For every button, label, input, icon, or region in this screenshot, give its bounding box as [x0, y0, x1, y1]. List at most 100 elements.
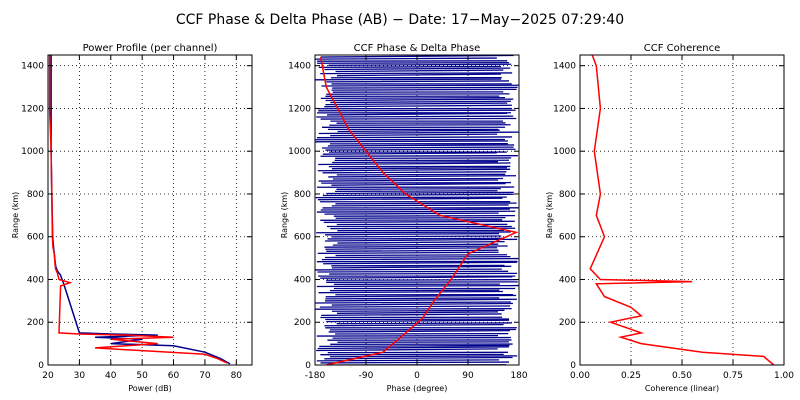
series-line	[316, 115, 514, 118]
y-tick-label: 1000	[288, 147, 311, 157]
series-line	[336, 187, 501, 190]
series-line	[328, 329, 510, 333]
series-line	[318, 65, 501, 69]
series-line	[322, 152, 497, 155]
x-tick-label: 0.50	[672, 371, 692, 381]
series-line	[325, 294, 517, 298]
series-line	[325, 148, 516, 151]
series-line	[326, 191, 514, 195]
series-line	[317, 270, 509, 273]
y-tick-label: 800	[27, 190, 44, 200]
x-tick-label: 20	[42, 371, 54, 381]
series-line	[336, 311, 498, 314]
series-line	[335, 254, 508, 257]
series-line	[324, 238, 518, 242]
series-line	[321, 84, 519, 87]
series-line	[320, 361, 509, 364]
axes-frame	[579, 54, 785, 366]
y-tick-label: 400	[27, 275, 44, 285]
y-tick-label: 1200	[553, 104, 576, 114]
series-line	[331, 302, 513, 306]
series-line	[316, 348, 498, 352]
power-profile-panel: Power Profile (per channel) Power (dB) R…	[11, 43, 253, 393]
series-line	[335, 69, 504, 73]
x-tick-label: 0.75	[723, 371, 743, 381]
series-line	[332, 161, 499, 164]
series-line	[325, 98, 514, 102]
series-line	[318, 290, 503, 294]
series-line	[316, 284, 519, 288]
y-tick-label: 1000	[21, 147, 44, 157]
series-line	[324, 67, 511, 71]
series-line	[316, 136, 513, 139]
y-tick-label: 800	[559, 190, 576, 200]
x-tick-label: 90	[462, 371, 474, 381]
series-line	[316, 231, 511, 234]
y-tick-label: 1200	[288, 104, 311, 114]
series-line	[331, 265, 512, 269]
series-line	[335, 190, 498, 193]
series-line	[328, 175, 517, 178]
series-line	[315, 307, 512, 310]
y-tick-label: 1000	[553, 147, 576, 157]
series-line	[326, 279, 518, 281]
series-line	[320, 72, 513, 75]
y-axis-label: Range (km)	[11, 192, 20, 239]
y-tick-label: 0	[570, 361, 576, 371]
series-line	[327, 144, 515, 147]
series-line	[318, 162, 511, 166]
series-line	[331, 167, 508, 170]
series-line	[324, 212, 499, 215]
series-line	[324, 255, 511, 259]
series-line	[315, 301, 511, 304]
panel-title: CCF Phase & Delta Phase	[354, 43, 481, 54]
series-line	[589, 55, 775, 365]
y-tick-label: 1200	[21, 104, 44, 114]
series-line	[318, 131, 519, 135]
series-line	[332, 235, 502, 238]
y-tick-label: 600	[27, 233, 44, 243]
series-line	[326, 249, 499, 252]
y-tick-label: 800	[294, 190, 311, 200]
axes-frame	[47, 54, 253, 366]
series-line	[317, 251, 499, 255]
y-tick-label: 600	[294, 233, 311, 243]
y-tick-label: 600	[559, 233, 576, 243]
series-line	[320, 208, 510, 211]
series-line	[323, 220, 515, 224]
series-line	[336, 173, 506, 176]
figure-title: CCF Phase & Delta Phase (AB) − Date: 17−…	[176, 12, 624, 28]
x-tick-label: 70	[199, 371, 211, 381]
x-tick-label: -180	[305, 371, 326, 381]
series-line	[322, 171, 507, 174]
series-line	[322, 193, 514, 197]
series-line	[321, 181, 512, 184]
series-line	[321, 257, 519, 261]
x-tick-label: 60	[168, 371, 180, 381]
series-line	[337, 129, 500, 133]
series-line	[325, 247, 498, 250]
series-line	[315, 78, 502, 81]
y-tick-label: 1400	[288, 62, 311, 72]
series-line	[324, 298, 517, 302]
series-line	[323, 261, 518, 265]
series-line	[326, 80, 509, 83]
y-tick-label: 1400	[21, 62, 44, 72]
series-line	[324, 104, 512, 108]
series-line	[325, 297, 500, 300]
series-line	[326, 319, 510, 323]
series-line	[331, 182, 506, 186]
x-tick-label: 80	[231, 371, 243, 381]
series-line	[335, 202, 517, 205]
series-line	[327, 112, 508, 116]
ccf-coherence-panel: CCF Coherence Coherence (linear) Range (…	[545, 43, 794, 393]
y-axis-label: Range (km)	[280, 192, 289, 239]
series-line	[333, 214, 515, 217]
x-tick-label: 180	[510, 371, 527, 381]
x-tick-label: 0	[414, 371, 420, 381]
series-line	[331, 309, 505, 312]
series-line	[317, 61, 509, 64]
x-axis-label: Power (dB)	[128, 384, 172, 393]
series-line	[336, 322, 512, 325]
